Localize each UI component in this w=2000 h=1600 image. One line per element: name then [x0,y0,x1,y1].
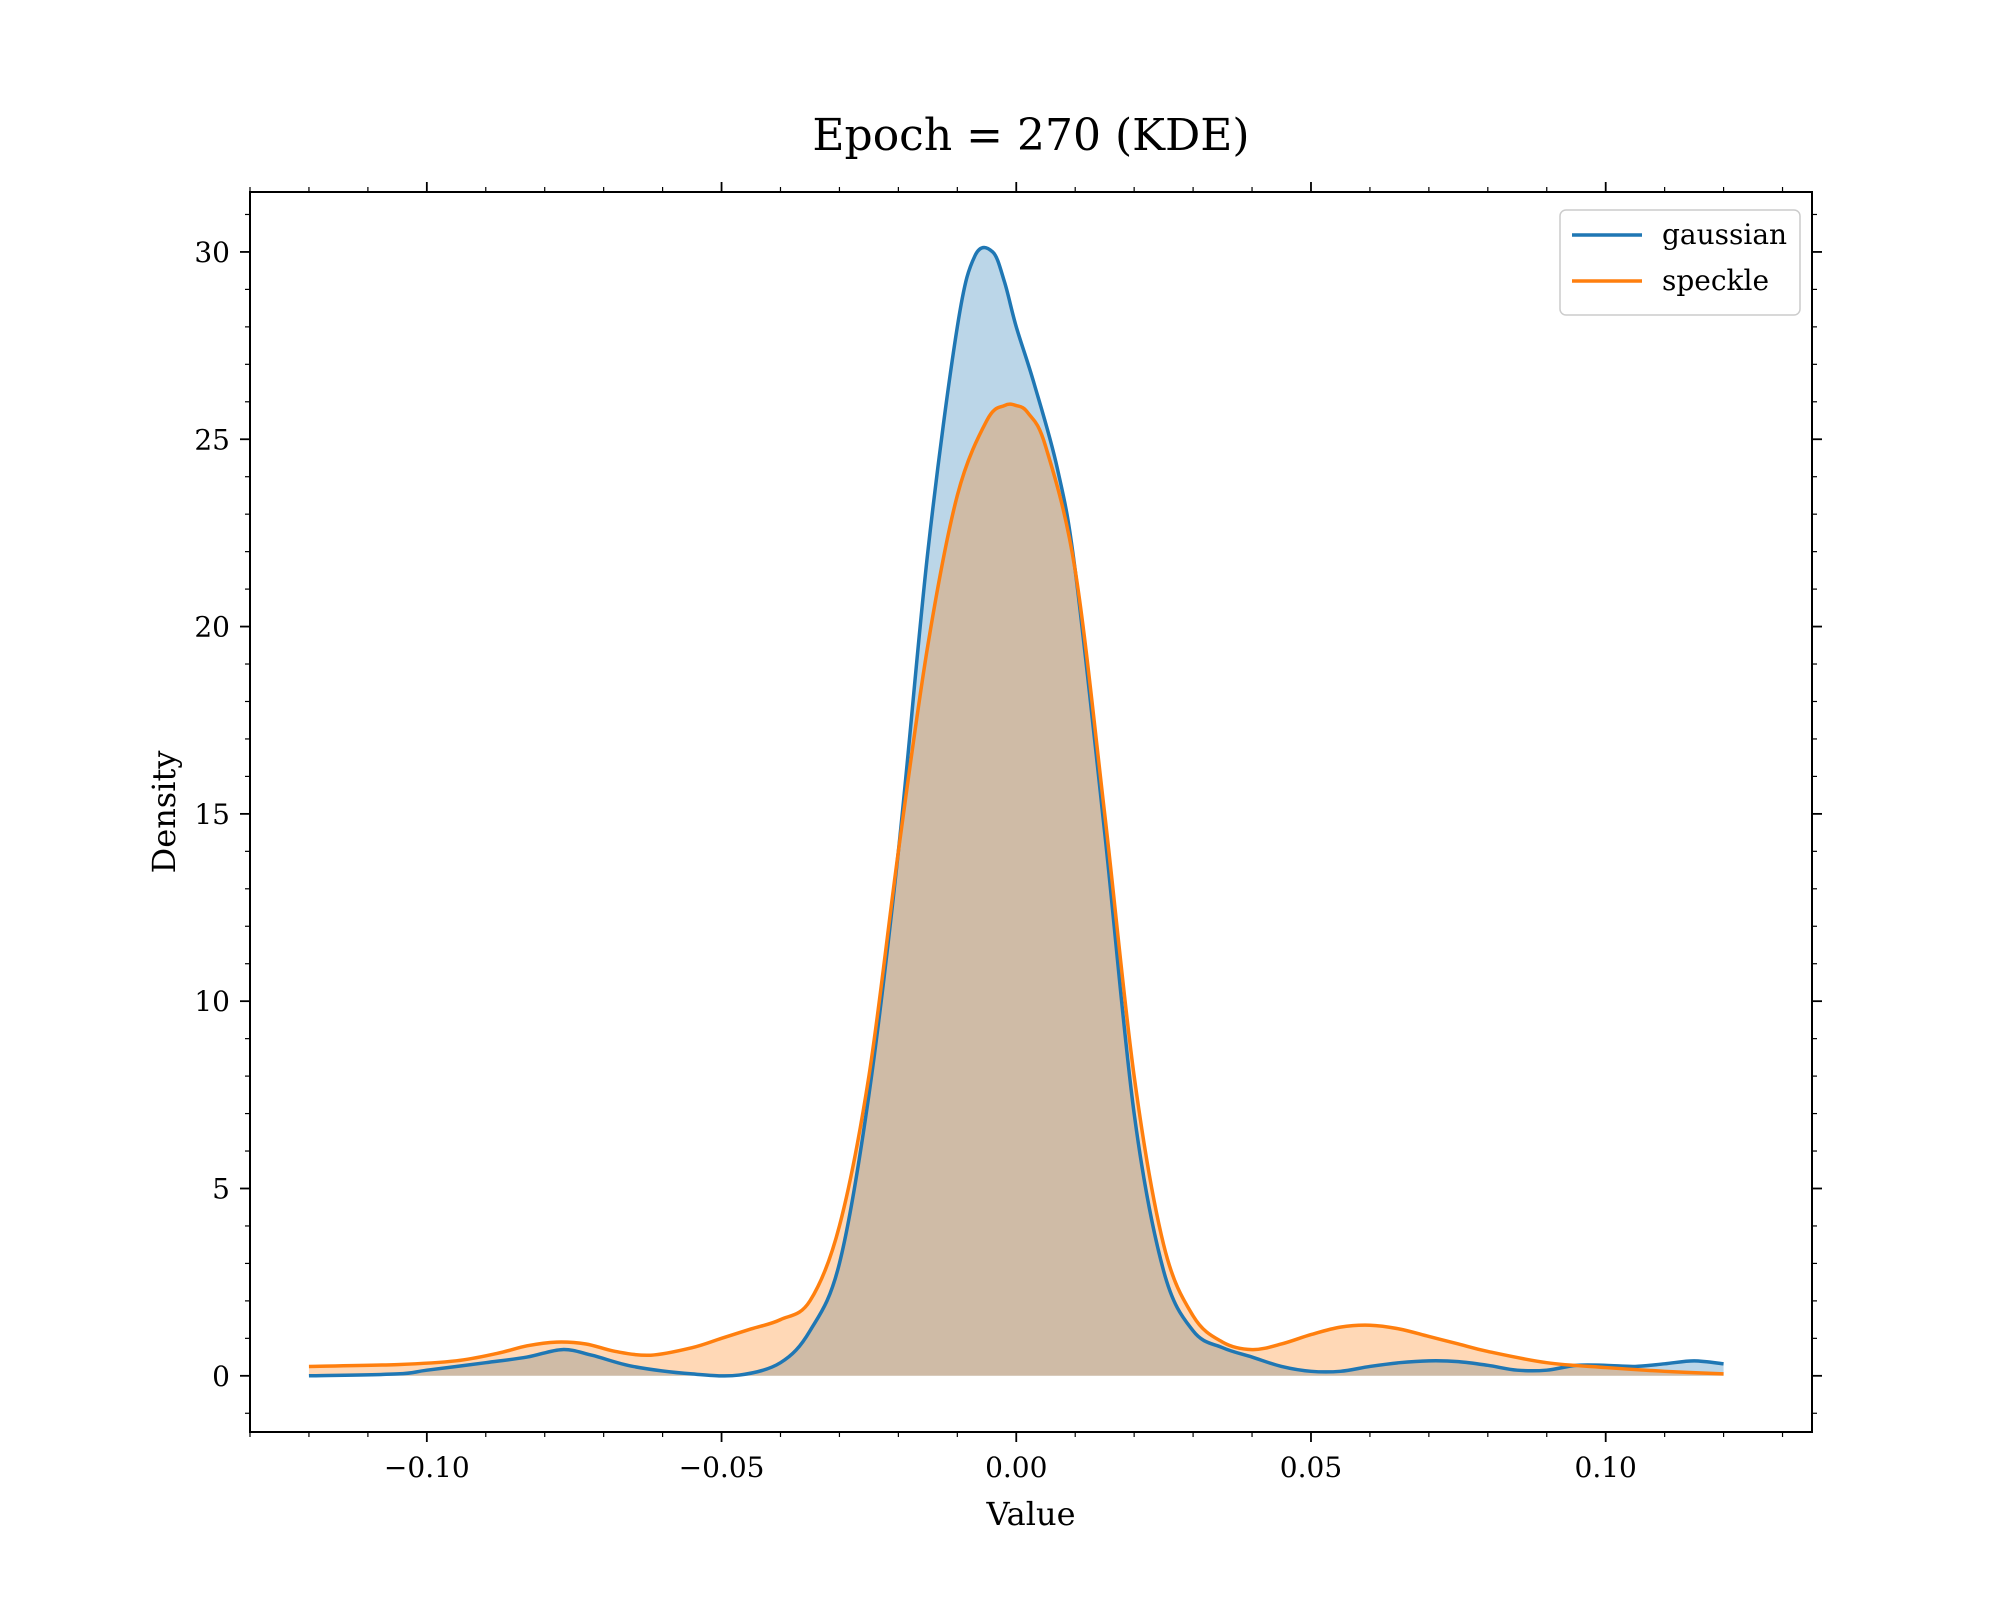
y-tick-label: 15 [194,798,230,831]
y-tick-label: 30 [194,236,230,269]
axis-ticks: −0.10 −0.05 0.00 0.05 0.10 0 5 10 15 20 25 30 [194,182,1822,1484]
x-axis-label: Value [985,1495,1075,1533]
y-tick-label: 20 [194,611,230,644]
x-tick-label: −0.05 [679,1451,765,1484]
x-tick-label: 0.05 [1280,1451,1342,1484]
y-tick-label: 0 [212,1360,230,1393]
y-tick-label: 5 [212,1172,230,1205]
series-lines [308,245,1724,1378]
chart-title: Epoch = 270 (KDE) [812,110,1249,161]
x-tick-label: 0.00 [985,1451,1047,1484]
y-tick-label: 10 [194,985,230,1018]
x-tick-label: −0.10 [384,1451,470,1484]
series-line-gaussian [308,245,1724,1378]
axes-frame [249,191,1813,1433]
series-fills [308,247,1724,1376]
y-axis-label: Density [145,751,183,874]
area-fill-gaussian [308,247,1724,1376]
series-line-speckle [308,402,1724,1376]
y-tick-label: 25 [194,423,230,456]
legend-label-speckle: speckle [1662,264,1769,297]
legend-label-gaussian: gaussian [1662,218,1787,251]
x-tick-label: 0.10 [1575,1451,1637,1484]
legend: gaussian speckle [1559,209,1801,316]
area-fill-speckle [308,404,1724,1376]
